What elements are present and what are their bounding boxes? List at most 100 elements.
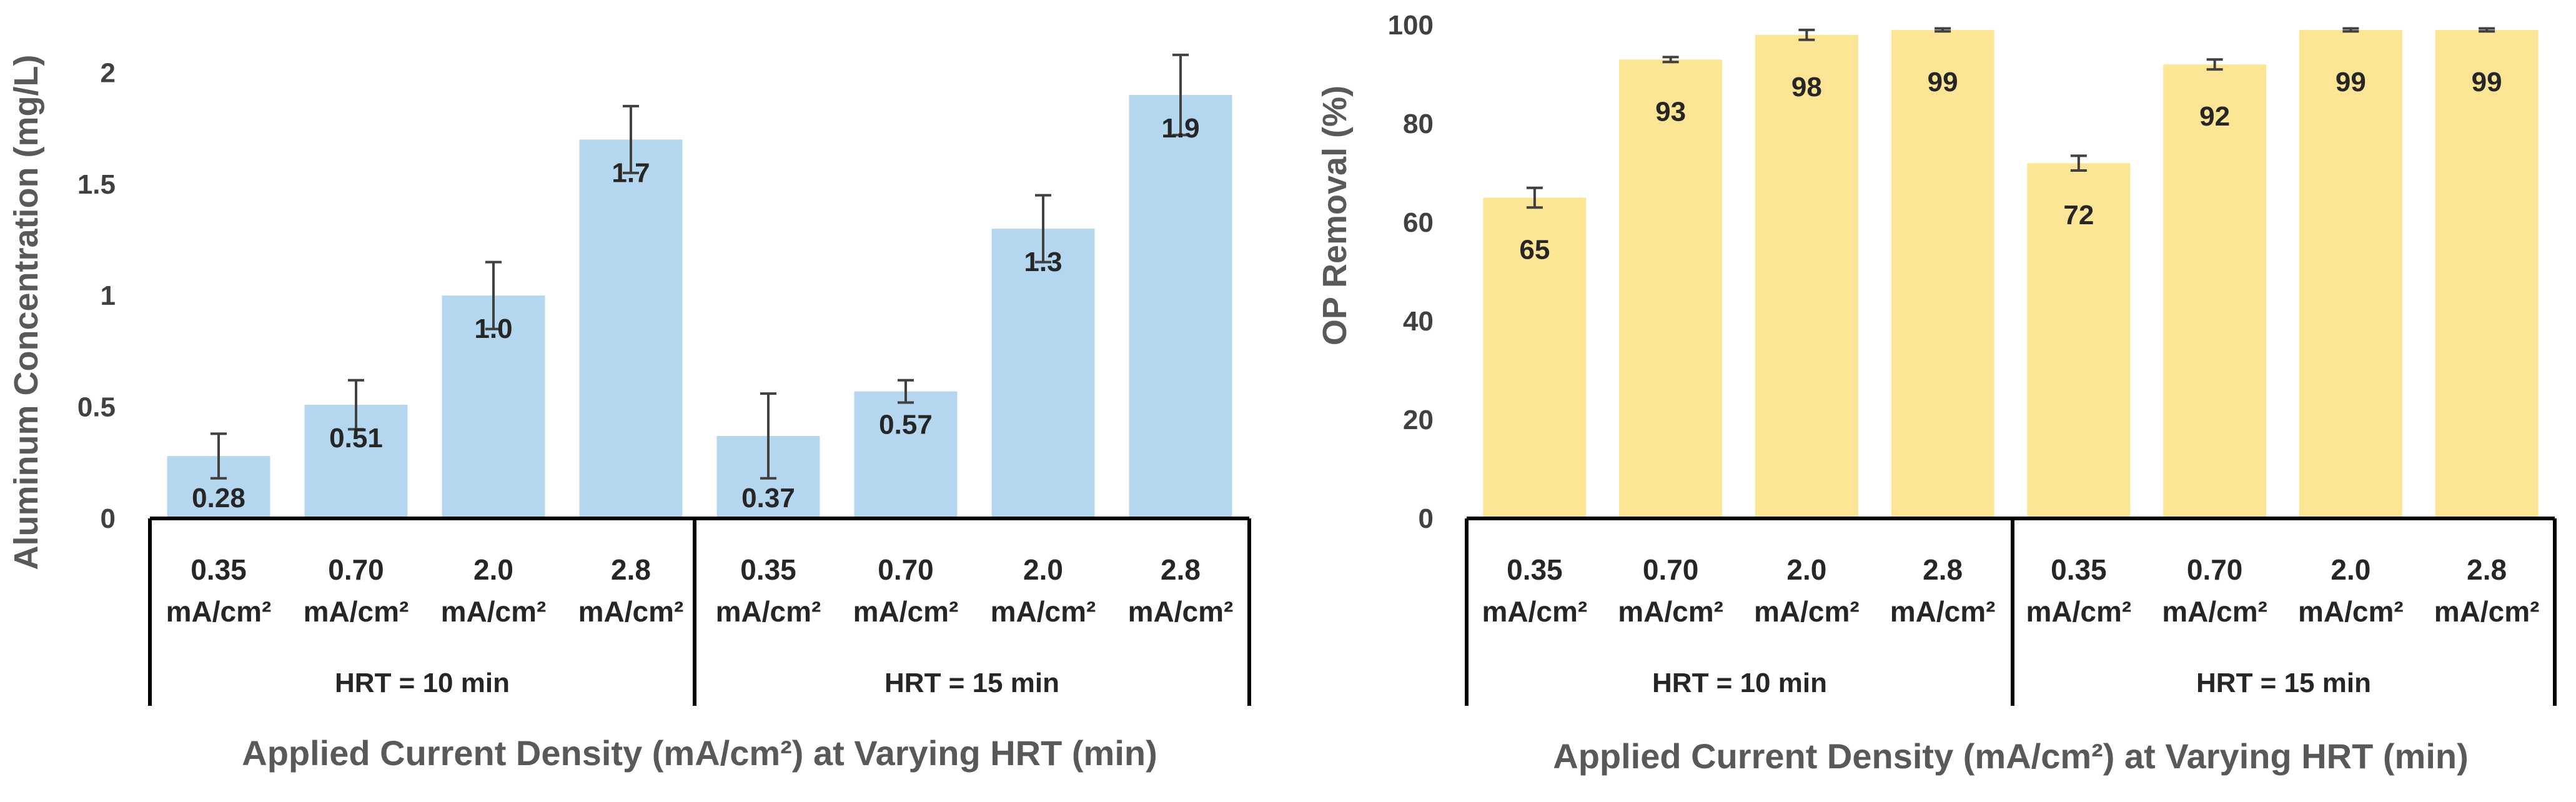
category-unit-label: mA/cm²: [1482, 595, 1588, 628]
y-tick-label: 2: [101, 57, 116, 88]
category-unit-label: mA/cm²: [2434, 595, 2540, 628]
category-axis-frame: [1465, 517, 2557, 706]
category-label: 2.0: [2331, 553, 2370, 586]
y-axis-title: OP Removal (%): [1316, 86, 1354, 345]
data-label: 99: [2472, 67, 2502, 97]
error-bar: [1798, 28, 1815, 41]
data-label: 0.51: [329, 423, 383, 453]
category-unit-label: mA/cm²: [2298, 595, 2404, 628]
bar: [2163, 64, 2267, 518]
group-label: HRT = 15 min: [2196, 668, 2371, 698]
error-bar: [623, 104, 639, 174]
category-unit-label: mA/cm²: [716, 595, 821, 628]
category-label: 2.8: [1923, 553, 1963, 586]
group-label: HRT = 10 min: [1652, 668, 1827, 698]
data-label: 99: [1928, 67, 1958, 97]
category-label: 2.8: [611, 553, 651, 586]
x-axis-title: Applied Current Density (mA/cm²) at Vary…: [1553, 736, 2469, 776]
category-unit-label: mA/cm²: [1128, 595, 1234, 628]
data-label: 1.9: [1161, 113, 1199, 144]
category-label: 0.70: [1643, 553, 1699, 586]
category-unit-label: mA/cm²: [2162, 595, 2267, 628]
data-label: 1.3: [1024, 247, 1062, 277]
error-bar: [1172, 53, 1189, 137]
error-bar: [1934, 27, 1951, 33]
category-label: 2.8: [2467, 553, 2507, 586]
y-tick-label: 80: [1403, 109, 1434, 139]
y-tick-label: 1: [101, 280, 116, 311]
data-label: 99: [2336, 67, 2366, 97]
bar: [991, 229, 1095, 518]
data-label: 92: [2199, 101, 2230, 132]
error-bar: [2070, 154, 2087, 172]
error-bar: [2206, 58, 2223, 71]
bar: [1619, 59, 1723, 519]
bar: [1483, 197, 1587, 518]
y-tick-label: 100: [1388, 10, 1434, 41]
category-label: 0.35: [1507, 553, 1563, 586]
aluminum-chart: 00.511.520.280.35mA/cm²0.510.70mA/cm²1.0…: [7, 53, 1251, 773]
y-tick-label: 0: [1419, 503, 1434, 534]
bar: [2027, 163, 2131, 518]
bar: [579, 139, 683, 519]
y-tick-label: 0.5: [77, 392, 116, 423]
category-unit-label: mA/cm²: [853, 595, 959, 628]
category-unit-label: mA/cm²: [1890, 595, 1996, 628]
data-label: 0.37: [741, 483, 795, 513]
category-label: 0.70: [2187, 553, 2243, 586]
data-label: 65: [1519, 235, 1550, 265]
data-label: 0.57: [879, 410, 933, 440]
category-unit-label: mA/cm²: [304, 595, 409, 628]
error-bar: [1526, 186, 1543, 209]
group-label: HRT = 10 min: [335, 668, 510, 698]
category-unit-label: mA/cm²: [1754, 595, 1860, 628]
y-tick-label: 0: [101, 503, 116, 534]
op-removal-chart: 0 20 40 60 80 100 65 0.35 mA/cm² 93 0.70 mA/cm² 98 2.…: [1316, 10, 2557, 776]
bar: [854, 391, 958, 518]
error-bar: [2342, 27, 2359, 33]
x-axis-title: Applied Current Density (mA/cm²) at Vary…: [242, 733, 1157, 773]
category-label: 2.8: [1161, 553, 1201, 586]
y-tick-label: 60: [1403, 207, 1434, 238]
bar: [2299, 29, 2402, 518]
bar: [1891, 29, 1994, 518]
data-label: 93: [1655, 96, 1686, 127]
bar: [2435, 29, 2539, 518]
category-label: 0.35: [2051, 553, 2107, 586]
category-axis-frame: [148, 517, 1251, 706]
category-label: 2.0: [1786, 553, 1826, 586]
error-bar: [211, 432, 227, 480]
error-bar: [2479, 27, 2495, 33]
data-label: 1.0: [474, 314, 512, 344]
y-tick-label: 1.5: [77, 169, 116, 200]
data-label: 98: [1791, 72, 1822, 102]
category-unit-label: mA/cm²: [1618, 595, 1723, 628]
category-label: 0.70: [328, 553, 384, 586]
bar: [442, 295, 545, 518]
category-label: 0.35: [740, 553, 796, 586]
category-unit-label: mA/cm²: [166, 595, 272, 628]
y-axis-title: Aluminum Concentration (mg/L): [7, 55, 45, 570]
category-unit-label: mA/cm²: [578, 595, 684, 628]
error-bar: [760, 392, 776, 480]
y-tick-label: 20: [1403, 405, 1434, 435]
category-label: 2.0: [473, 553, 513, 586]
bar: [1755, 34, 1858, 519]
category-unit-label: mA/cm²: [2026, 595, 2132, 628]
category-unit-label: mA/cm²: [991, 595, 1096, 628]
error-bar: [1662, 56, 1679, 64]
bar: [1129, 95, 1232, 518]
category-label: 0.70: [878, 553, 934, 586]
error-bar: [348, 379, 364, 431]
error-bar: [485, 260, 502, 330]
data-label: 0.28: [192, 483, 245, 513]
category-unit-label: mA/cm²: [441, 595, 547, 628]
data-label: 72: [2063, 200, 2094, 230]
category-label: 2.0: [1023, 553, 1063, 586]
category-label: 0.35: [191, 553, 247, 586]
group-label: HRT = 15 min: [884, 668, 1059, 698]
data-label: 1.7: [612, 157, 650, 188]
error-bar: [1035, 194, 1051, 264]
y-tick-label: 40: [1403, 306, 1434, 337]
